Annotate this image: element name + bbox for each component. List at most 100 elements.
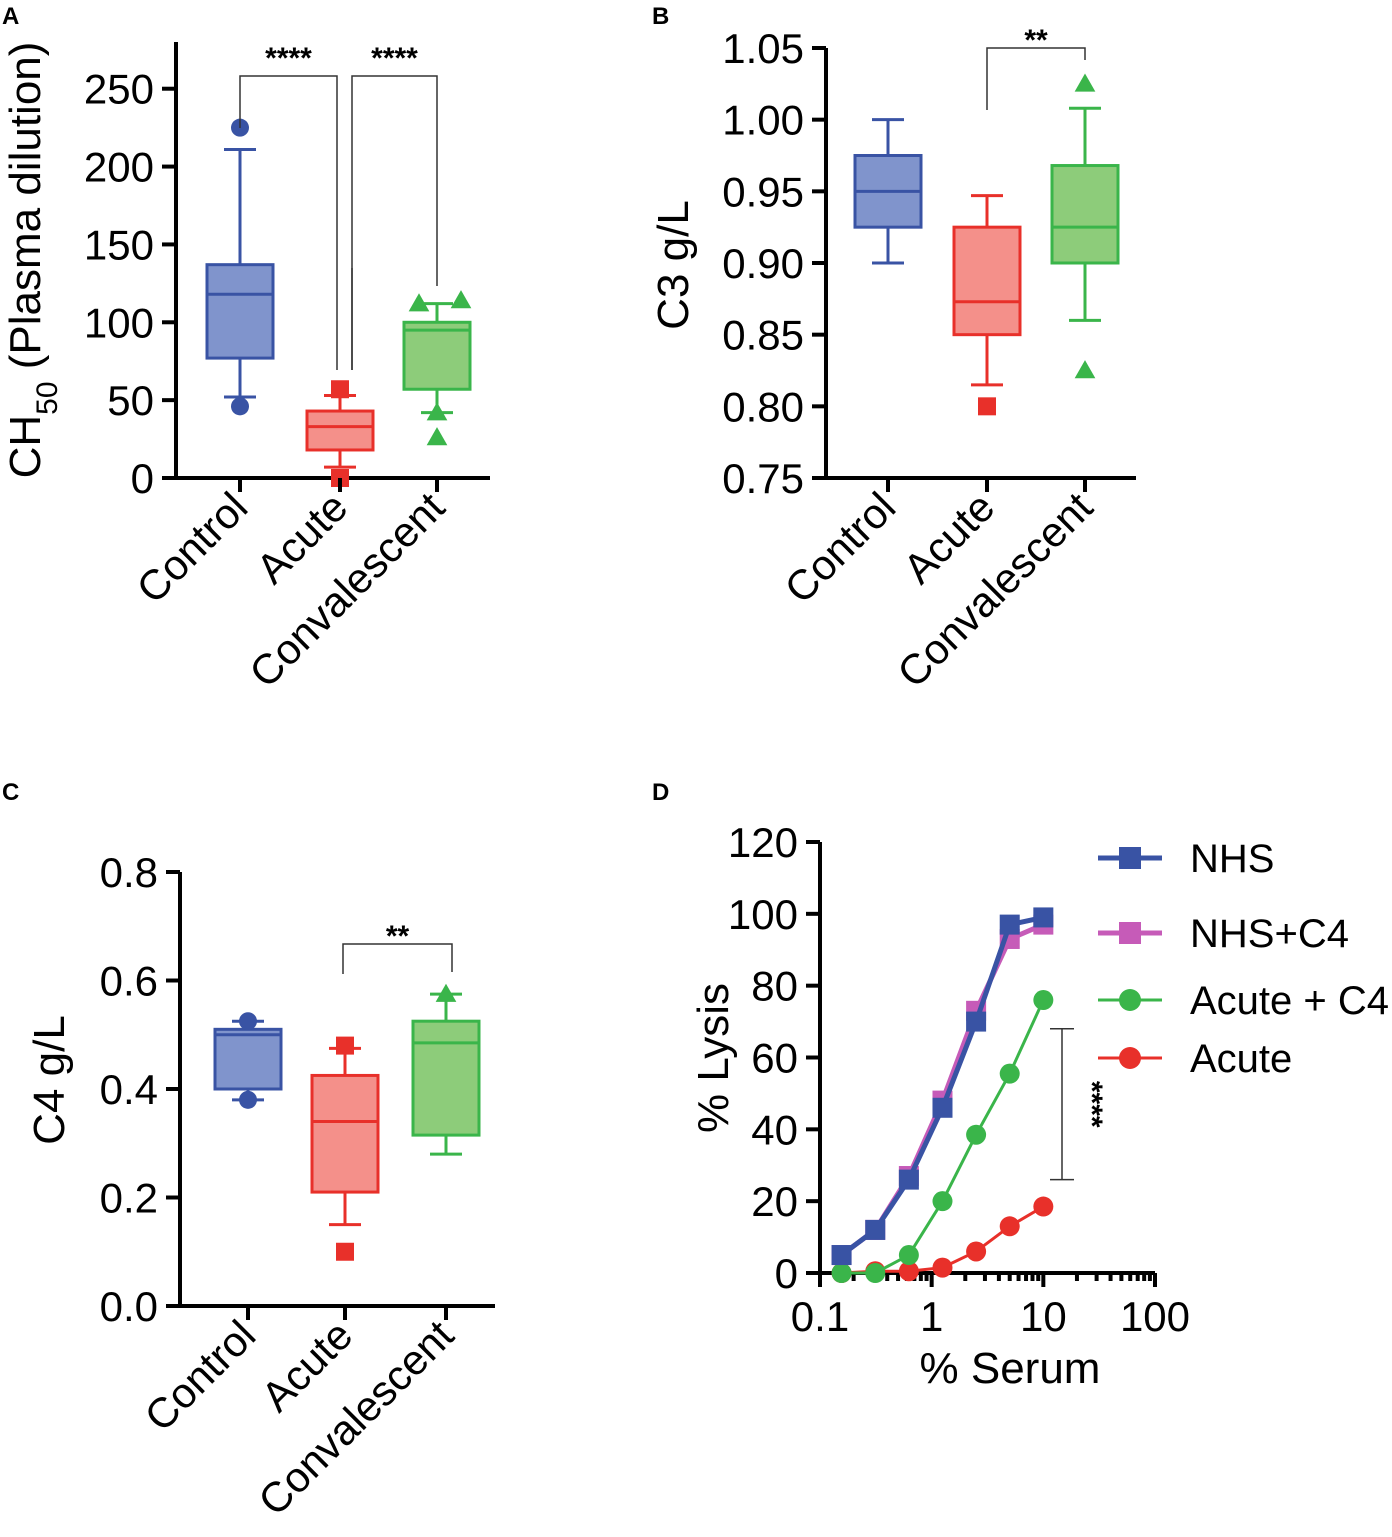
y-tick-label-a: 0 [131,455,154,502]
data-point [831,1245,852,1266]
significance-bracket-a: **** [239,42,338,370]
outlier-point [331,380,349,399]
data-point [898,1261,919,1282]
outlier-point [1074,360,1096,379]
y-tick-label-d: 80 [751,963,798,1010]
significance-bracket-d: **** [1050,1028,1108,1181]
data-point [1033,907,1054,928]
box-control-c [213,1012,283,1109]
legend-swatch-marker [1119,847,1141,869]
x-tick-label-d: 10 [1020,1293,1067,1340]
x-category-label-a: Control [127,483,256,612]
y-tick-label-b: 0.85 [722,312,804,359]
panel-letter-b: B [652,3,669,30]
panel-c: C C4 g/L 0.00.20.40.60.8ControlAcuteConv… [2,779,495,1524]
x-category-label-b: Control [775,483,904,612]
legend-item: Acute [1098,1037,1292,1081]
significance-bracket-a: **** [351,42,438,370]
panel-d: D % Lysis % Serum 0 20 40 60 80 100 120 0.1 1 10 1… [652,779,1389,1393]
bracket-line [342,943,453,974]
legend-swatch-marker [1119,989,1141,1011]
x-tick-label-d: 1 [920,1293,943,1340]
box-convalescent-a [402,290,472,446]
panel-a: A CH50 (Plasma dilution) 0 50 100 150 200 250… [1,3,490,696]
y-tick-label-d: 100 [728,891,798,938]
series-nhs [831,907,1054,1266]
outlier-point [426,427,448,446]
outlier-point [231,397,249,416]
y-axis-label-a: CH50 (Plasma dilution) [1,42,64,479]
outlier-point [336,1036,354,1055]
outlier-point [239,1012,257,1031]
box-iqr [1050,164,1120,265]
panel-b: B C3 g/L 0.75 0.80 0.85 0.90 0.95 1.00 1.05 Con… [649,3,1136,696]
series-nhs-c4 [831,914,1054,1266]
y-tick-label-c: 0.4 [100,1066,158,1113]
legend-label: NHS+C4 [1190,912,1349,956]
legend-swatch-marker [1119,922,1141,944]
data-point [898,1245,919,1266]
box-acute-a [305,380,375,487]
y-tick-label-d: 120 [728,819,798,866]
y-tick-label-a: 150 [84,221,154,268]
box-convalescent-b [1050,73,1120,379]
panel-letter-c: C [2,779,19,806]
y-tick-label-d: 0 [775,1250,798,1297]
y-tick-label-d: 40 [751,1106,798,1153]
legend-label: Acute + C4 [1190,979,1389,1023]
y-tick-label-d: 20 [751,1178,798,1225]
box-acute-b [952,194,1022,416]
data-point [898,1169,919,1190]
y-axis-label-c: C4 g/L [25,1015,74,1145]
data-point [865,1263,886,1283]
y-tick-label-c: 0.0 [100,1283,158,1330]
outlier-point [450,290,472,309]
box-iqr [213,1027,283,1091]
bracket-line [239,75,338,370]
y-tick-label-b: 0.80 [722,383,804,430]
data-point [865,1219,886,1240]
series-acute-c4 [831,990,1054,1283]
legend-label: Acute [1190,1037,1292,1081]
significance-bracket-b: ** [986,24,1086,110]
box-control-a [205,118,275,416]
y-tick-label-b: 1.05 [722,25,804,72]
y-tick-label-c: 0.8 [100,849,158,896]
panel-letter-a: A [2,3,19,30]
significance-label: **** [1075,1081,1108,1128]
data-point [1033,990,1054,1011]
data-point [932,1257,953,1278]
legend-d: NHS NHS+C4 Acute + C4 Acute [1098,837,1389,1081]
y-tick-label-b: 0.90 [722,240,804,287]
box-acute-c [310,1036,380,1261]
outlier-point [408,293,430,312]
outlier-point [435,983,457,1002]
data-point [932,1097,953,1118]
outlier-point [978,397,996,416]
legend-item: NHS [1098,837,1274,881]
legend-item: NHS+C4 [1098,912,1349,956]
panel-letter-d: D [652,779,669,806]
x-category-label-c: Control [135,1311,264,1440]
data-point [1033,1196,1054,1217]
data-point [831,1263,852,1283]
legend-item: Acute + C4 [1098,979,1389,1023]
data-point [966,1124,987,1145]
significance-label: **** [265,42,312,75]
y-axis-label-d: % Lysis [689,983,738,1133]
data-point [966,1011,987,1032]
box-control-b [853,118,923,265]
box-iqr [411,1019,481,1137]
y-tick-label-a: 250 [84,66,154,113]
y-tick-label-a: 200 [84,144,154,191]
data-point [932,1191,953,1212]
data-point [999,1216,1020,1237]
x-axis-label-d: % Serum [920,1344,1101,1393]
y-tick-label-a: 50 [107,377,154,424]
box-iqr [205,263,275,360]
y-axis-label-b: C3 g/L [649,200,698,330]
data-point [999,1063,1020,1084]
significance-label: ** [1024,24,1048,57]
x-tick-label-d: 100 [1120,1293,1190,1340]
